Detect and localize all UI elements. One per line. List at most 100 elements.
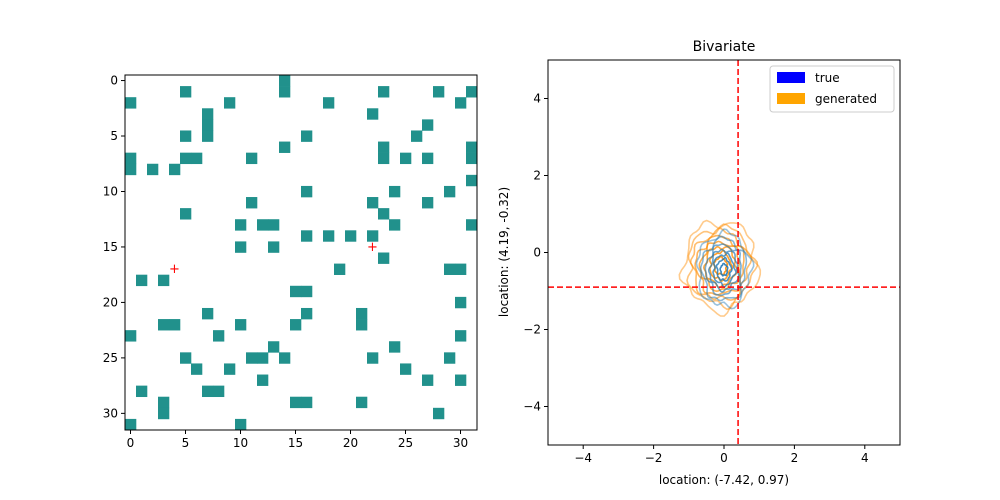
y-tick-label: 4 <box>533 92 541 106</box>
heatmap-cell <box>400 363 412 375</box>
heatmap-markers: ++ <box>169 240 378 277</box>
heatmap-cell <box>268 219 280 231</box>
heatmap-cell <box>125 152 137 165</box>
heatmap-cell <box>433 86 445 98</box>
heatmap-cell <box>235 319 247 331</box>
heatmap-cell <box>257 219 269 231</box>
contour-line-true <box>699 235 748 302</box>
bivariate-contour-chart: Bivariate −4 −2 0 2 4 −4 −2 0 2 4 location: (-7.… <box>497 39 901 487</box>
contour-line-generated <box>694 234 745 296</box>
heatmap-x-ticks: 0 5 10 15 20 25 30 <box>127 430 468 450</box>
heatmap-cell <box>235 241 247 253</box>
heatmap-cell <box>411 130 423 142</box>
heatmap-cell <box>202 385 214 398</box>
heatmap-cell <box>213 385 225 398</box>
contour-line-true <box>719 262 729 277</box>
heatmap-cell <box>422 152 434 165</box>
heatmap-cell <box>334 263 346 275</box>
heatmap-cell <box>301 307 313 320</box>
x-tick-label: 0 <box>127 436 135 450</box>
heatmap-cell <box>444 263 456 275</box>
heatmap-cell <box>158 319 170 331</box>
heatmap-cell <box>158 407 170 420</box>
contour-line-true <box>704 243 742 297</box>
heatmap-cell <box>279 141 291 153</box>
heatmap-cell <box>455 97 467 109</box>
heatmap-cell <box>180 86 192 98</box>
heatmap-cell <box>323 97 335 109</box>
heatmap-cell <box>378 141 390 153</box>
legend-label-generated: generated <box>815 92 877 106</box>
heatmap-cell <box>356 307 368 320</box>
bivariate-y-ticks: −4 −2 0 2 4 <box>523 92 548 414</box>
heatmap-cell <box>301 230 313 242</box>
heatmap-cell <box>235 219 247 231</box>
heatmap-cell <box>367 197 379 209</box>
heatmap-cell <box>378 152 390 165</box>
heatmap-cell <box>279 75 291 87</box>
bivariate-frame <box>547 59 901 446</box>
heatmap-cell <box>389 341 401 353</box>
heatmap-cell <box>224 363 236 375</box>
heatmap-cell <box>257 374 269 386</box>
legend-swatch-generated <box>777 93 805 104</box>
y-tick-label: 0 <box>533 246 541 260</box>
heatmap-cell <box>202 130 214 142</box>
heatmap-y-ticks: 0 5 10 15 20 25 30 <box>103 74 125 420</box>
heatmap-cell <box>444 185 456 198</box>
heatmap-cell <box>345 230 357 242</box>
y-tick-label: 2 <box>533 169 541 183</box>
heatmap-cell <box>268 241 280 253</box>
heatmap-cell <box>455 296 467 309</box>
heatmap-cell <box>191 152 203 165</box>
heatmap-cell <box>444 352 456 364</box>
heatmap-cell <box>246 352 258 364</box>
y-tick-label: 25 <box>103 351 118 365</box>
y-tick-label: −2 <box>523 323 541 337</box>
contour-line-true <box>715 256 733 282</box>
heatmap-cell <box>191 363 203 375</box>
heatmap-cell <box>125 163 137 176</box>
heatmap-cell <box>268 341 280 353</box>
y-tick-label: −4 <box>523 400 541 414</box>
heatmap-cell <box>202 108 214 120</box>
heatmap-cell <box>301 130 313 142</box>
heatmap-cell <box>213 330 225 342</box>
x-tick-label: 25 <box>398 436 413 450</box>
y-tick-label: 30 <box>103 406 118 420</box>
heatmap-cell <box>466 86 478 98</box>
heatmap-cell <box>389 185 401 198</box>
heatmap-cell <box>158 274 170 287</box>
y-tick-label: 5 <box>110 129 118 143</box>
heatmap-cell <box>290 285 302 298</box>
heatmap-cell <box>422 119 434 131</box>
contour-line-generated <box>678 219 762 317</box>
heatmap-cell <box>246 152 258 165</box>
y-tick-label: 20 <box>103 295 118 309</box>
heatmap-cell <box>224 97 236 109</box>
heatmap-cell <box>378 86 390 98</box>
x-tick-label: 30 <box>453 436 468 450</box>
heatmap-cell <box>455 374 467 386</box>
heatmap-cell <box>136 274 148 287</box>
heatmap-cell <box>136 385 148 398</box>
bivariate-x-ticks: −4 −2 0 2 4 <box>574 445 869 465</box>
reference-lines <box>548 60 900 445</box>
heatmap-cell <box>400 152 412 165</box>
plus-marker: + <box>367 240 378 255</box>
heatmap-cell <box>455 263 467 275</box>
heatmap-cell <box>367 108 379 120</box>
heatmap-cell <box>323 230 335 242</box>
heatmap-cell <box>169 319 181 331</box>
x-tick-label: 20 <box>343 436 358 450</box>
y-tick-label: 0 <box>110 74 118 88</box>
legend-label-true: true <box>815 71 840 85</box>
x-tick-label: 10 <box>233 436 248 450</box>
heatmap-cell <box>466 141 478 153</box>
heatmap-cell <box>378 252 390 264</box>
heatmap-cell <box>290 396 302 409</box>
heatmap-cell <box>455 330 467 342</box>
heatmap-cell <box>147 163 159 176</box>
